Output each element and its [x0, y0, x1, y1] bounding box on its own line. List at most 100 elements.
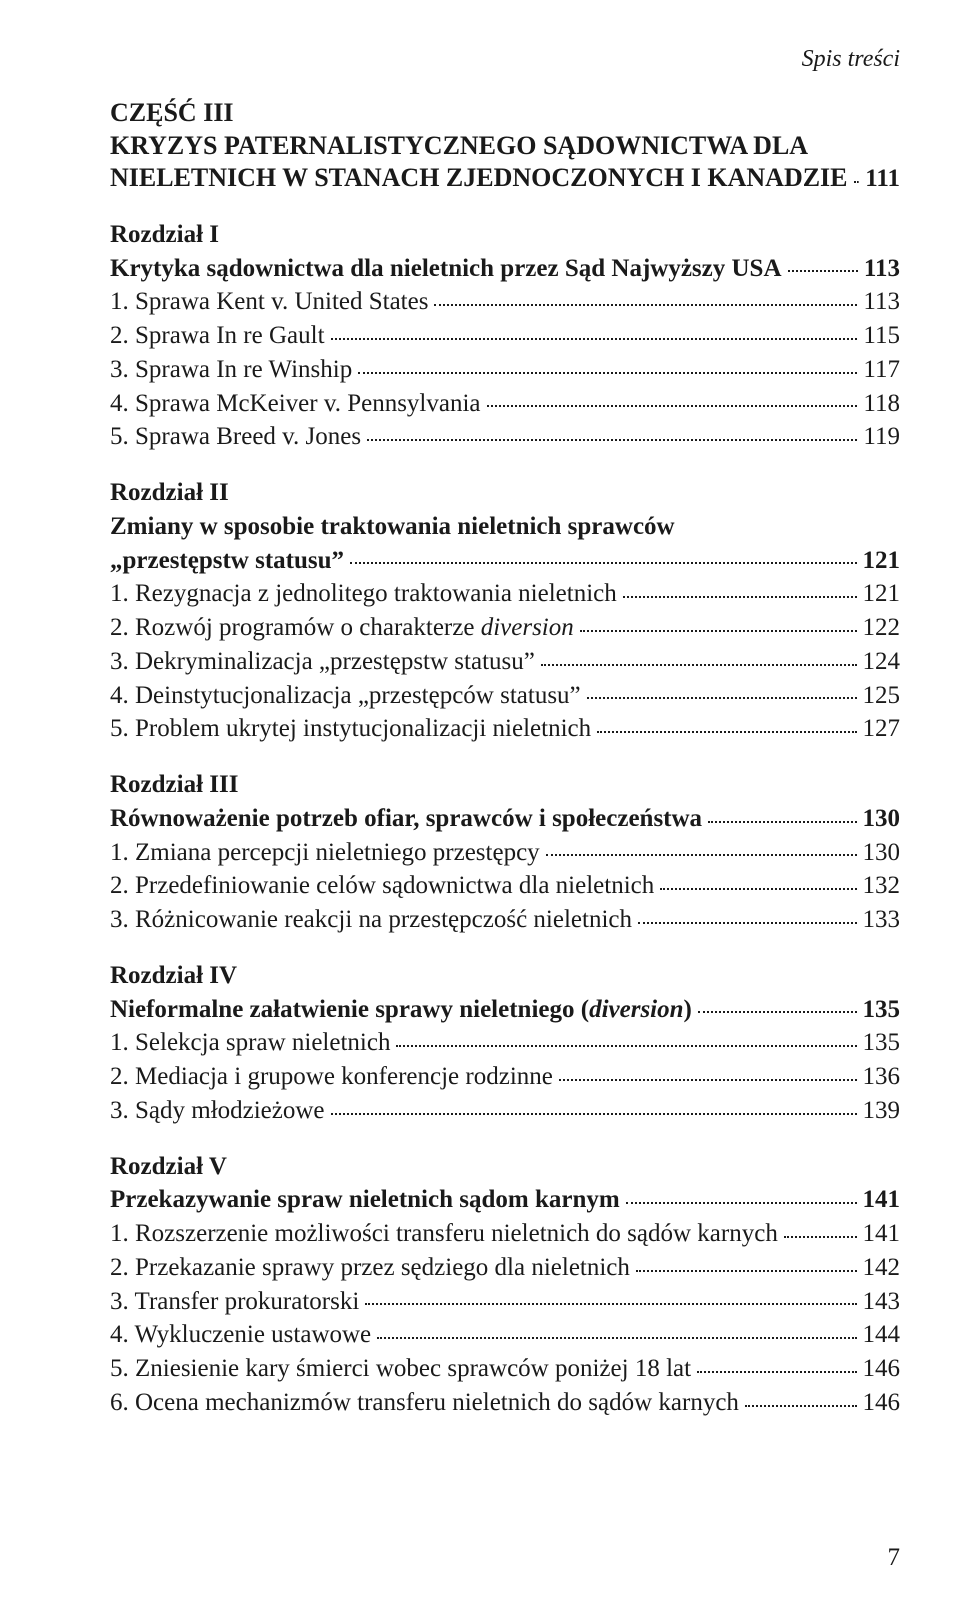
chapter-block: Rozdział VPrzekazywanie spraw nieletnich…: [110, 1150, 900, 1420]
toc-item-page: 117: [863, 353, 900, 387]
leader: [396, 1045, 856, 1047]
leader: [697, 1371, 856, 1373]
toc-item: 1. Selekcja spraw nieletnich 135: [110, 1026, 900, 1060]
toc-item-page: 132: [863, 869, 901, 903]
part-heading: CZĘŚĆ III KRYZYS PATERNALISTYCZNEGO SĄDO…: [110, 97, 900, 196]
chapter-title-page: 141: [863, 1183, 901, 1217]
leader: [698, 1011, 857, 1013]
toc-item-text: 3. Transfer prokuratorski: [110, 1285, 359, 1319]
leader: [597, 731, 856, 733]
toc-item: 2. Przedefiniowanie celów sądownictwa dl…: [110, 869, 900, 903]
toc-item-page: 125: [863, 679, 901, 713]
toc-item-text: 4. Deinstytucjonalizacja „przestępców st…: [110, 679, 581, 713]
toc-item-page: 146: [863, 1352, 901, 1386]
toc-item-page: 122: [863, 611, 901, 645]
running-head: Spis treści: [110, 46, 900, 73]
toc-item-text: 3. Dekryminalizacja „przestępstw statusu…: [110, 645, 535, 679]
chapter-title-row: Nieformalne załatwienie sprawy nieletnie…: [110, 993, 900, 1027]
toc-item-text: 1. Rezygnacja z jednolitego traktowania …: [110, 577, 617, 611]
chapter-label: Rozdział V: [110, 1150, 900, 1184]
toc-item-text: 2. Mediacja i grupowe konferencje rodzin…: [110, 1060, 553, 1094]
chapter-title-page: 135: [863, 993, 901, 1027]
toc-item: 3. Dekryminalizacja „przestępstw statusu…: [110, 645, 900, 679]
toc-item-page: 139: [863, 1094, 901, 1128]
toc-item-page: 113: [863, 285, 900, 319]
toc-item: 1. Sprawa Kent v. United States 113: [110, 285, 900, 319]
toc-item: 1. Rezygnacja z jednolitego traktowania …: [110, 577, 900, 611]
leader: [358, 372, 857, 374]
leader: [487, 405, 858, 407]
chapter-title-page: 113: [864, 252, 900, 286]
leader: [541, 664, 857, 666]
chapter-label: Rozdział II: [110, 476, 900, 510]
chapter-block: Rozdział IIZmiany w sposobie traktowania…: [110, 476, 900, 746]
toc-item-text: 2. Sprawa In re Gault: [110, 319, 325, 353]
leader: [745, 1405, 857, 1407]
chapter-block: Rozdział IIIRównoważenie potrzeb ofiar, …: [110, 768, 900, 937]
toc-item: 1. Rozszerzenie możliwości transferu nie…: [110, 1217, 900, 1251]
leader: [350, 562, 856, 564]
leader: [331, 338, 858, 340]
leader: [365, 1303, 856, 1305]
chapter-block: Rozdział IKrytyka sądownictwa dla nielet…: [110, 218, 900, 454]
leader: [367, 439, 857, 441]
toc-item-page: 146: [863, 1386, 901, 1420]
part-page: 111: [865, 162, 900, 196]
toc-item-page: 118: [863, 387, 900, 421]
toc-item-text: 1. Zmiana percepcji nieletniego przestęp…: [110, 836, 540, 870]
leader: [626, 1202, 857, 1204]
toc-item: 3. Transfer prokuratorski 143: [110, 1285, 900, 1319]
page-number: 7: [888, 1544, 901, 1572]
chapter-block: Rozdział IVNieformalne załatwienie spraw…: [110, 959, 900, 1128]
toc-item: 3. Sprawa In re Winship 117: [110, 353, 900, 387]
chapters-container: Rozdział IKrytyka sądownictwa dla nielet…: [110, 218, 900, 1420]
toc-item-text: 2. Przedefiniowanie celów sądownictwa dl…: [110, 869, 654, 903]
chapter-label: Rozdział IV: [110, 959, 900, 993]
leader: [636, 1270, 857, 1272]
toc-item-text: 1. Selekcja spraw nieletnich: [110, 1026, 390, 1060]
leader: [559, 1079, 857, 1081]
toc-item-page: 135: [863, 1026, 901, 1060]
toc-item-page: 115: [863, 319, 900, 353]
toc-item-page: 141: [863, 1217, 901, 1251]
leader: [587, 697, 857, 699]
leader: [546, 854, 857, 856]
toc-item: 5. Problem ukrytej instytucjonalizacji n…: [110, 712, 900, 746]
chapter-title-line: Zmiany w sposobie traktowania nieletnich…: [110, 510, 900, 544]
toc-item-text: 1. Sprawa Kent v. United States: [110, 285, 428, 319]
toc-item-text: 4. Sprawa McKeiver v. Pennsylvania: [110, 387, 481, 421]
leader: [788, 270, 858, 272]
toc-item: 5. Zniesienie kary śmierci wobec sprawcó…: [110, 1352, 900, 1386]
toc-item-text: 5. Sprawa Breed v. Jones: [110, 420, 361, 454]
chapter-title-row: Przekazywanie spraw nieletnich sądom kar…: [110, 1183, 900, 1217]
leader: [623, 596, 857, 598]
toc-item: 6. Ocena mechanizmów transferu nieletnic…: [110, 1386, 900, 1420]
toc-item-text: 2. Przekazanie sprawy przez sędziego dla…: [110, 1251, 630, 1285]
toc-item-text: 2. Rozwój programów o charakterze divers…: [110, 611, 574, 645]
toc-item: 4. Deinstytucjonalizacja „przestępców st…: [110, 679, 900, 713]
leader: [580, 630, 857, 632]
toc-item: 2. Przekazanie sprawy przez sędziego dla…: [110, 1251, 900, 1285]
toc-item-text: 5. Zniesienie kary śmierci wobec sprawcó…: [110, 1352, 691, 1386]
chapter-title-row: „przestępstw statusu”121: [110, 544, 900, 578]
chapter-label: Rozdział III: [110, 768, 900, 802]
part-label: CZĘŚĆ III: [110, 97, 900, 130]
toc-item: 5. Sprawa Breed v. Jones119: [110, 420, 900, 454]
toc-item-page: 121: [863, 577, 901, 611]
chapter-title-page: 121: [863, 544, 901, 578]
chapter-title-page: 130: [863, 802, 901, 836]
toc-item: 1. Zmiana percepcji nieletniego przestęp…: [110, 836, 900, 870]
toc-item-page: 143: [863, 1285, 901, 1319]
leader: [708, 821, 856, 823]
leader: [377, 1337, 856, 1339]
part-title-line-0: KRYZYS PATERNALISTYCZNEGO SĄDOWNICTWA DL…: [110, 130, 808, 163]
toc-item-text: 3. Sądy młodzieżowe: [110, 1094, 325, 1128]
toc-item: 2. Sprawa In re Gault 115: [110, 319, 900, 353]
leader: [854, 181, 860, 183]
toc-item-page: 124: [863, 645, 901, 679]
toc-item-page: 130: [863, 836, 901, 870]
leader: [434, 304, 857, 306]
toc-item: 3. Sądy młodzieżowe 139: [110, 1094, 900, 1128]
toc-item-text: 5. Problem ukrytej instytucjonalizacji n…: [110, 712, 591, 746]
toc-item-text: 3. Sprawa In re Winship: [110, 353, 352, 387]
